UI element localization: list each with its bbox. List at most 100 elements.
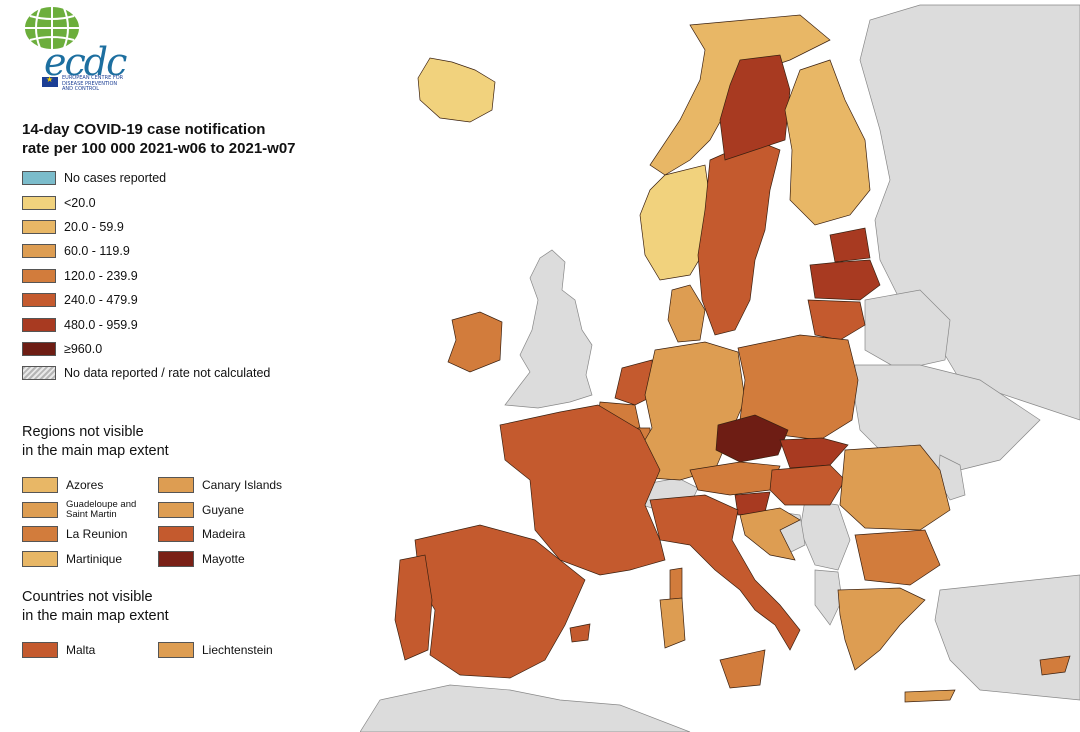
extent-label: Martinique	[66, 552, 123, 567]
countries-heading: Countries not visible in the main map ex…	[22, 588, 169, 626]
regions-heading: Regions not visible in the main map exte…	[22, 423, 169, 461]
grey-region-serbia	[799, 499, 851, 571]
extent-label: Canary Islands	[202, 478, 283, 493]
legend-item: 480.0 - 959.9	[22, 312, 270, 336]
legend-swatch	[22, 171, 56, 186]
map-region-hungary	[769, 464, 846, 506]
legend-label: 120.0 - 239.9	[64, 268, 138, 283]
extent-label: Malta	[66, 643, 96, 658]
globe-icon	[23, 5, 81, 51]
extent-label: Guadeloupe and Saint Martin	[66, 498, 137, 520]
extent-swatch	[22, 526, 58, 543]
map-region-norway-north	[649, 14, 831, 176]
legend-label: 480.0 - 959.9	[64, 317, 138, 332]
legend-label: ≥960.0	[64, 341, 103, 356]
extent-swatch	[22, 642, 58, 659]
legend-label: 240.0 - 479.9	[64, 293, 138, 308]
map-region-france	[499, 404, 666, 576]
legend-item: 240.0 - 479.9	[22, 288, 270, 312]
map-region-ireland	[447, 311, 503, 373]
extent-item: Canary Islands	[158, 473, 308, 498]
rate-legend: No cases reported <20.0 20.0 - 59.9 60.0…	[22, 166, 270, 386]
grey-region-turkey	[934, 574, 1080, 701]
legend-item: 20.0 - 59.9	[22, 215, 270, 239]
legend-swatch	[22, 219, 56, 234]
map-region-spain	[414, 524, 586, 679]
countries-heading-line-2: in the main map extent	[22, 608, 169, 624]
extent-swatch	[158, 551, 194, 568]
grey-region-uk	[504, 249, 593, 409]
map-region-iceland	[417, 57, 496, 123]
map-region-bulgaria	[854, 529, 941, 586]
extent-item: Guyane	[158, 498, 308, 523]
extent-swatch	[158, 642, 194, 659]
legend-item: 60.0 - 119.9	[22, 239, 270, 263]
map-region-finland	[784, 59, 871, 226]
grey-region-north-africa	[360, 684, 691, 732]
map-region-slovakia	[779, 437, 849, 469]
extent-swatch	[158, 526, 194, 543]
legend-label: No data reported / rate not calculated	[64, 366, 271, 381]
legend-swatch	[22, 244, 56, 259]
eu-flag-icon	[42, 75, 58, 87]
grey-region-belarus	[864, 289, 951, 371]
countries-heading-line-1: Countries not visible	[22, 589, 153, 605]
title-line-1: 14-day COVID-19 case notification	[22, 121, 266, 138]
extent-item: La Reunion	[22, 522, 158, 547]
map-region-cyprus	[1039, 655, 1071, 676]
map-region-portugal	[394, 554, 433, 661]
legend-label: No cases reported	[64, 171, 167, 186]
extent-swatch	[22, 551, 58, 568]
extent-item: Azores	[22, 473, 158, 498]
logo-agency-name: EUROPEAN CENTRE FOR DISEASE PREVENTION A…	[62, 75, 132, 93]
extent-item: Malta	[22, 638, 158, 663]
legend-swatch	[22, 195, 56, 210]
regions-heading-line-2: in the main map extent	[22, 443, 169, 459]
grey-region-russia-north	[859, 4, 1080, 421]
map-region-poland	[737, 334, 859, 441]
map-region-czechia	[715, 414, 789, 463]
map-region-lithuania	[807, 299, 866, 341]
legend-swatch	[22, 317, 56, 332]
agency-line: EUROPEAN CENTRE FOR	[62, 75, 124, 81]
map-region-denmark	[667, 284, 706, 343]
ecdc-logo: ecdc EUROPEAN CENTRE FOR DISEASE PREVENT…	[20, 2, 130, 94]
extent-label: Madeira	[202, 527, 246, 542]
map-region-greece	[837, 587, 926, 671]
legend-swatch	[22, 341, 56, 356]
map-region-mallorca	[569, 623, 591, 643]
countries-grid: Malta Liechtenstein	[22, 638, 308, 663]
legend-item: No data reported / rate not calculated	[22, 361, 270, 385]
legend-label: 60.0 - 119.9	[64, 244, 130, 259]
map-region-sardinia	[659, 597, 686, 649]
extent-item: Liechtenstein	[158, 638, 308, 663]
extent-label: Liechtenstein	[202, 643, 273, 658]
map-title: 14-day COVID-19 case notification rate p…	[22, 120, 352, 158]
map-region-germany	[641, 341, 746, 481]
extent-swatch	[22, 477, 58, 494]
extent-item: Martinique	[22, 547, 158, 572]
regions-grid: Azores Canary Islands Guadeloupe and Saint…	[22, 473, 308, 571]
map-region-croatia	[739, 507, 801, 561]
agency-line: AND CONTROL	[62, 86, 100, 92]
title-line-2: rate per 100 000 2021-w06 to 2021-w07	[22, 140, 296, 157]
map-region-estonia	[829, 227, 871, 263]
legend-swatch	[22, 293, 56, 308]
extent-item: Guadeloupe and Saint Martin	[22, 498, 158, 523]
extent-label: Guyane	[202, 502, 245, 517]
map-region-sweden	[697, 139, 781, 336]
extent-item: Mayotte	[158, 547, 308, 572]
extent-label: La Reunion	[66, 527, 128, 542]
agency-line: DISEASE PREVENTION	[62, 80, 118, 87]
extent-label: Mayotte	[202, 552, 245, 567]
europe-choropleth-map	[360, 4, 1080, 732]
map-region-italy	[649, 494, 801, 651]
map-region-crete	[904, 689, 956, 703]
legend-swatch	[22, 366, 56, 381]
map-region-romania	[839, 444, 951, 531]
legend-item: 120.0 - 239.9	[22, 264, 270, 288]
map-region-latvia	[809, 259, 881, 301]
map-region-sicily	[719, 649, 766, 689]
extent-item: Madeira	[158, 522, 308, 547]
legend-item: <20.0	[22, 190, 270, 214]
